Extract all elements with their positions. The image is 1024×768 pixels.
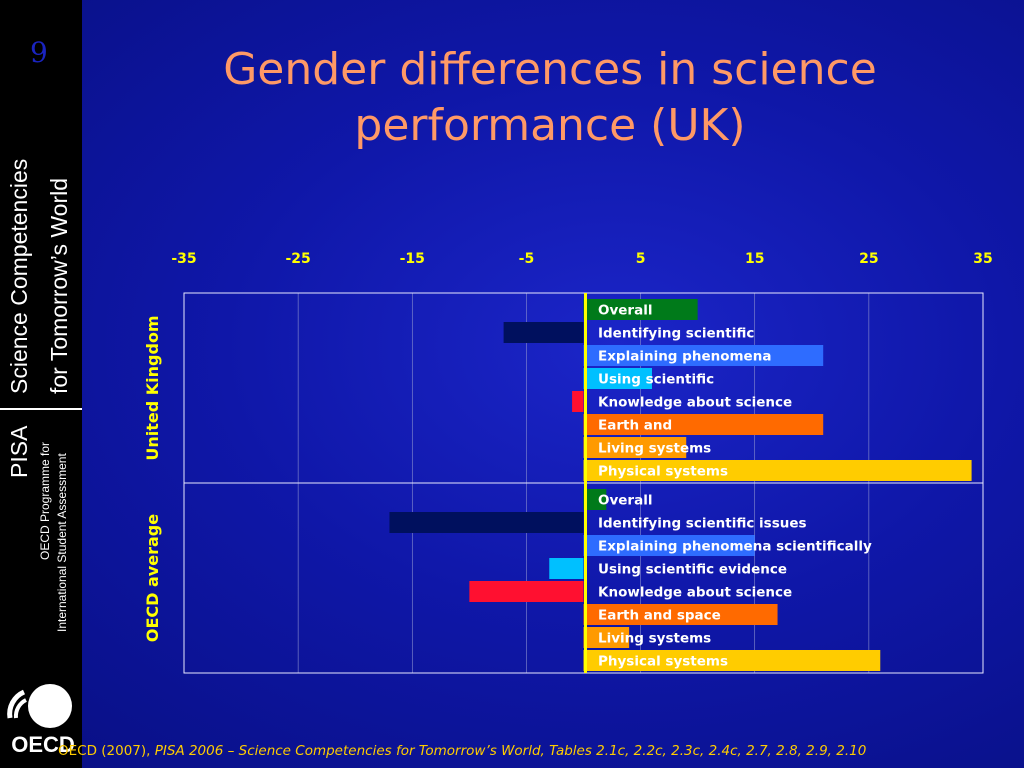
bar-label: Explaining phenomena scientifically — [598, 539, 872, 555]
sidebar-divider — [0, 408, 82, 410]
bar — [583, 368, 652, 389]
bar — [469, 581, 584, 602]
x-tick-label: 35 — [973, 251, 992, 267]
bar-label: Using scientific — [598, 372, 714, 388]
bar-label: Knowledge about science — [598, 585, 792, 601]
group-label: OECD average — [143, 514, 162, 642]
bar-label: Physical systems — [598, 654, 728, 670]
x-tick-label: 5 — [636, 251, 646, 267]
bar — [583, 299, 698, 320]
bar-label: Earth and — [598, 418, 672, 434]
slide-title: Gender differences in science performanc… — [223, 44, 877, 151]
bar-label: Identifying scientific — [598, 326, 754, 342]
bar-label: Identifying scientific issues — [598, 516, 807, 532]
source-plain: OECD (2007), — [58, 743, 155, 759]
bar — [572, 391, 584, 412]
bar-label: Living systems — [598, 631, 711, 647]
bar — [583, 437, 687, 458]
x-tick-label: 15 — [745, 251, 764, 267]
bar-label: Overall — [598, 493, 652, 509]
bar — [583, 414, 824, 435]
bar — [583, 535, 755, 556]
bar-label: Living systems — [598, 441, 711, 457]
bar — [583, 604, 778, 625]
bar — [583, 489, 607, 510]
bar — [583, 460, 972, 481]
bar — [389, 512, 584, 533]
x-tick-label: -15 — [400, 251, 425, 267]
bar — [549, 558, 584, 579]
bar-label: Knowledge about science — [598, 395, 792, 411]
sidebar: 9 Science Competencies for Tomorrow’s Wo… — [0, 0, 82, 768]
oecd-logo: OECD — [7, 684, 75, 756]
source-footnote: OECD (2007), PISA 2006 – Science Compete… — [58, 743, 1020, 759]
bar-label: Using scientific evidence — [598, 562, 787, 578]
bar-label: Physical systems — [598, 464, 728, 480]
bar — [583, 627, 630, 648]
x-tick-label: 25 — [859, 251, 878, 267]
oecd-logo-text: OECD — [11, 732, 75, 756]
x-tick-label: -5 — [519, 251, 535, 267]
bar-label: Explaining phenomena — [598, 349, 771, 365]
source-italic: PISA 2006 – Science Competencies for Tom… — [154, 743, 867, 759]
bar — [583, 345, 824, 366]
bar-label: Earth and space — [598, 608, 721, 624]
bar — [503, 322, 584, 343]
x-tick-label: -35 — [171, 251, 196, 267]
bar-label: Overall — [598, 303, 652, 319]
group-label: United Kingdom — [143, 315, 162, 460]
slide-number: 9 — [30, 36, 48, 69]
bar — [583, 650, 881, 671]
x-tick-label: -25 — [285, 251, 310, 267]
